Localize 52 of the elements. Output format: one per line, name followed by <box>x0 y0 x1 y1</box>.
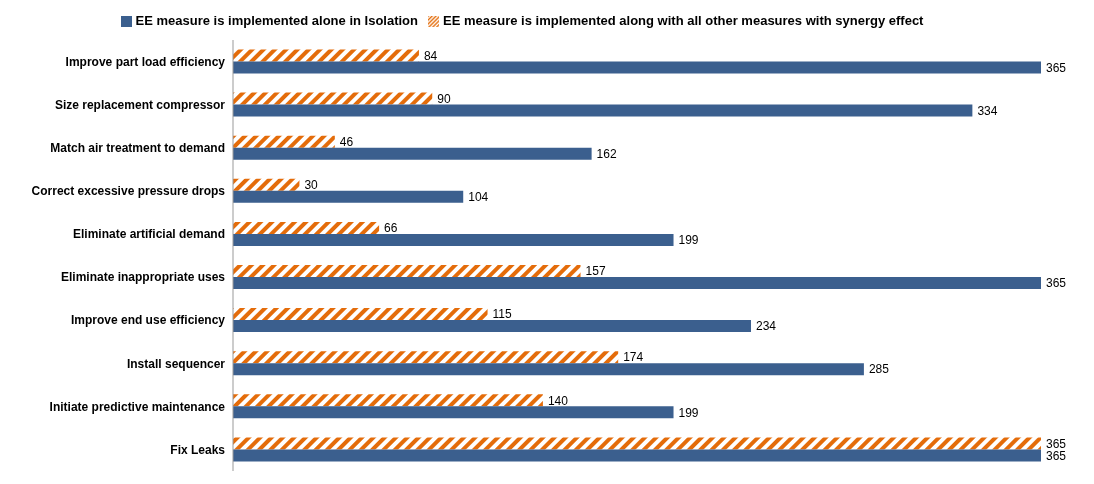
bar <box>233 394 543 407</box>
data-label: 104 <box>468 190 489 205</box>
data-label: 162 <box>596 146 617 161</box>
y-tick-label: Install sequencer <box>126 356 226 371</box>
y-tick-label: Improve end use efficiency <box>70 313 226 328</box>
bar <box>233 190 464 203</box>
legend-label: EE measure is implemented along with all other measures with synergy effect <box>443 13 924 28</box>
bar <box>233 178 300 191</box>
data-label: 365 <box>1046 60 1067 75</box>
bar <box>233 264 581 277</box>
bar <box>233 92 433 105</box>
bar <box>233 221 380 234</box>
y-tick-label: Match air treatment to demand <box>50 141 225 156</box>
y-tick-label: Initiate predictive maintenance <box>49 399 226 414</box>
y-tick-label: Size replacement compressor <box>54 97 226 112</box>
data-label: 199 <box>678 233 699 248</box>
data-label: 365 <box>1046 276 1067 291</box>
legend-label: EE measure is implemented alone in Isolation <box>135 13 419 28</box>
bar <box>233 449 1041 462</box>
data-label: 84 <box>423 48 438 63</box>
data-label: 174 <box>623 350 644 365</box>
data-label: 46 <box>339 134 354 149</box>
bar <box>233 363 864 376</box>
data-label: 157 <box>585 264 606 279</box>
y-tick-label: Fix Leaks <box>170 442 226 457</box>
bar <box>233 147 592 160</box>
data-label: 199 <box>678 405 699 420</box>
data-label: 365 <box>1046 448 1067 463</box>
bar <box>233 276 1041 289</box>
data-label: 334 <box>977 103 998 118</box>
bar <box>233 233 674 246</box>
y-tick-label: Eliminate artificial demand <box>72 227 225 242</box>
bar <box>233 104 973 117</box>
data-label: 30 <box>304 178 319 193</box>
bar <box>233 437 1041 450</box>
bar <box>233 135 335 148</box>
bar <box>233 320 752 333</box>
bar <box>233 406 674 419</box>
data-label: 115 <box>492 307 513 322</box>
bar <box>233 61 1041 74</box>
bar <box>233 351 619 364</box>
data-label: 140 <box>547 393 569 408</box>
bar <box>233 308 488 321</box>
data-label: 90 <box>437 91 451 106</box>
data-label: 234 <box>756 319 777 334</box>
y-tick-label: Correct excessive pressure drops <box>31 184 226 199</box>
y-tick-label: Improve part load efficiency <box>65 54 226 69</box>
data-label: 66 <box>384 221 398 236</box>
data-label: 285 <box>868 362 890 377</box>
data-label: 365 <box>1046 436 1067 451</box>
bar <box>233 49 419 62</box>
y-tick-label: Eliminate inappropriate uses <box>60 270 226 285</box>
